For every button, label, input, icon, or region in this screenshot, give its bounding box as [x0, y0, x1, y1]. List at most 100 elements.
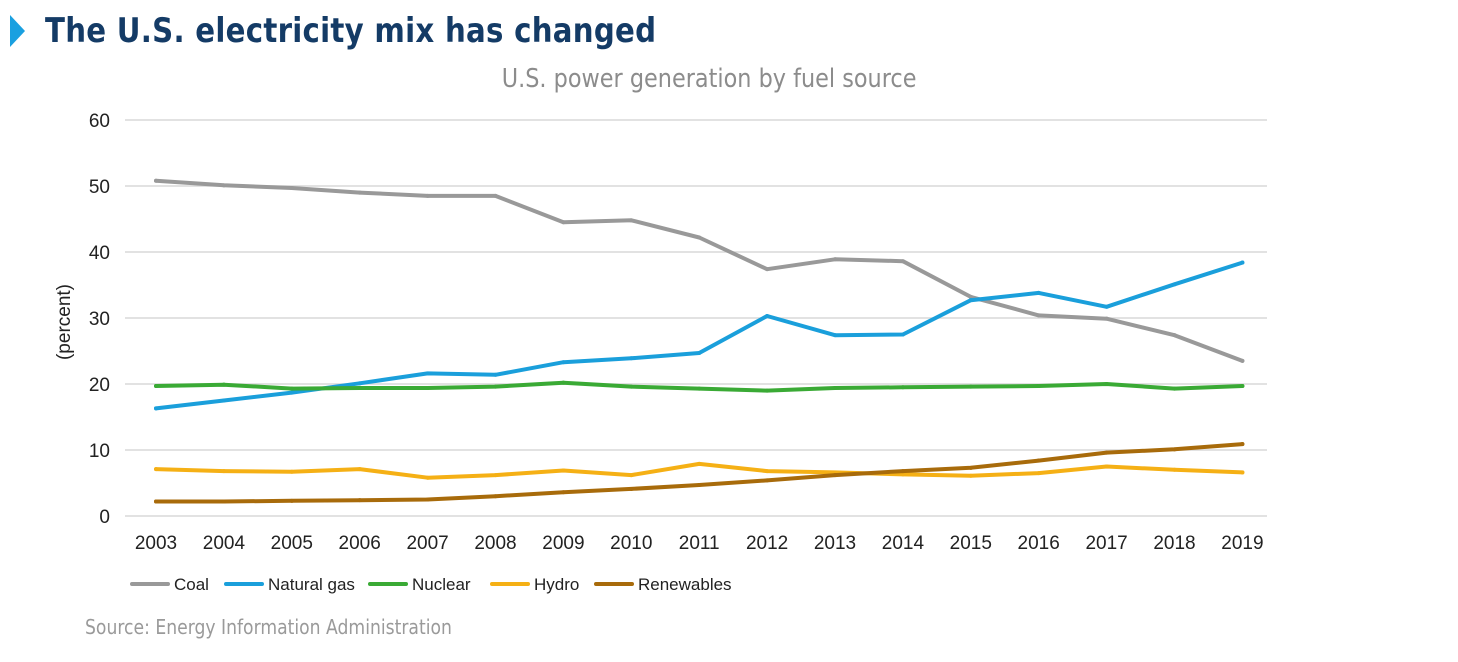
data-point [833, 257, 837, 262]
data-point [697, 350, 702, 355]
data-point [1036, 290, 1041, 295]
x-axis-ticks: 2003 2004 2005 2006 2007 2008 2009 2010 2011 2012… [135, 533, 1264, 554]
x-tick-label: 2016 [1018, 533, 1060, 554]
data-point [1104, 464, 1109, 469]
data-point [1240, 260, 1245, 265]
y-tick-label: 50 [89, 177, 110, 198]
data-point [425, 475, 430, 480]
data-point [289, 469, 294, 474]
data-point [289, 185, 294, 190]
x-tick-label: 2009 [542, 533, 584, 554]
source-note: Source: Energy Information Administratio… [85, 615, 452, 639]
y-tick-label: 40 [89, 243, 110, 264]
legend-item-coal: Coal [130, 575, 209, 594]
data-point [561, 468, 566, 473]
data-point [697, 461, 702, 466]
title-bar: The U.S. electricity mix has changed [10, 8, 756, 54]
data-point [493, 193, 498, 198]
x-tick-label: 2014 [882, 533, 925, 554]
data-point [1172, 386, 1177, 391]
series-line-hydro [154, 461, 1245, 480]
data-point [765, 469, 770, 474]
data-point [289, 386, 294, 391]
data-point [357, 381, 362, 386]
x-tick-label: 2012 [746, 533, 788, 554]
data-point [697, 386, 702, 391]
page-title: The U.S. electricity mix has changed [45, 11, 657, 51]
legend-label: Renewables [638, 575, 732, 594]
y-axis-ticks: 0 10 20 30 40 50 60 [89, 111, 110, 528]
data-point [629, 486, 634, 491]
legend-item-natural-gas: Natural gas [224, 575, 355, 594]
data-point [221, 382, 226, 387]
data-point [154, 383, 158, 388]
title-triangle-icon [10, 15, 25, 47]
data-point [1172, 467, 1177, 472]
x-tick-label: 2010 [610, 533, 652, 554]
data-point [833, 333, 837, 338]
series-lines [154, 178, 1245, 504]
data-point [425, 497, 430, 502]
data-point [1104, 382, 1109, 386]
data-point [1036, 471, 1041, 476]
data-point [1172, 447, 1177, 452]
data-point [765, 314, 770, 319]
data-point [1240, 383, 1245, 388]
data-point [968, 298, 973, 303]
data-point [1036, 313, 1041, 318]
x-tick-label: 2011 [679, 533, 720, 554]
data-point [968, 294, 973, 299]
data-point [1172, 282, 1177, 287]
data-point [493, 494, 498, 499]
data-point [900, 469, 905, 474]
x-tick-label: 2008 [474, 533, 516, 554]
data-point [833, 473, 837, 478]
data-point [629, 473, 634, 478]
y-tick-label: 20 [89, 375, 110, 396]
x-tick-label: 2018 [1153, 533, 1195, 554]
data-point [1036, 383, 1041, 388]
x-tick-label: 2003 [135, 533, 177, 554]
legend-label: Coal [174, 575, 209, 594]
data-point [289, 390, 294, 395]
data-point [221, 499, 226, 504]
data-point [1036, 458, 1041, 463]
x-tick-label: 2007 [406, 533, 448, 554]
chart-title: U.S. power generation by fuel source [501, 64, 917, 94]
data-point [493, 473, 498, 478]
y-tick-label: 10 [89, 441, 110, 462]
data-point [221, 469, 226, 474]
x-tick-label: 2004 [203, 533, 246, 554]
data-point [154, 406, 158, 411]
data-point [425, 193, 430, 198]
data-point [561, 360, 566, 365]
chart-subtitle: U.S. power generation by fuel source [0, 64, 1418, 94]
data-point [765, 267, 770, 272]
data-point [357, 467, 362, 472]
legend-label: Natural gas [268, 575, 355, 594]
legend-item-renewables: Renewables [594, 575, 732, 594]
data-point [900, 259, 905, 264]
data-point [154, 499, 158, 504]
data-point [154, 178, 158, 183]
data-point [425, 371, 430, 376]
data-point [154, 467, 158, 472]
data-point [765, 478, 770, 483]
data-point [629, 218, 634, 223]
data-point [968, 384, 973, 389]
data-point [900, 385, 905, 390]
x-tick-label: 2013 [814, 533, 856, 554]
y-tick-label: 60 [89, 111, 110, 132]
x-tick-label: 2005 [271, 533, 313, 554]
y-tick-label: 0 [99, 507, 110, 528]
data-point [1104, 304, 1109, 309]
data-point [900, 332, 905, 337]
legend-item-nuclear: Nuclear [368, 575, 471, 594]
data-point [765, 388, 770, 393]
data-point [1240, 442, 1245, 447]
data-point [1172, 333, 1177, 338]
x-tick-label: 2006 [339, 533, 381, 554]
y-axis-label: (percent) [54, 284, 75, 360]
x-tick-label: 2015 [950, 533, 992, 554]
data-point [425, 385, 430, 390]
